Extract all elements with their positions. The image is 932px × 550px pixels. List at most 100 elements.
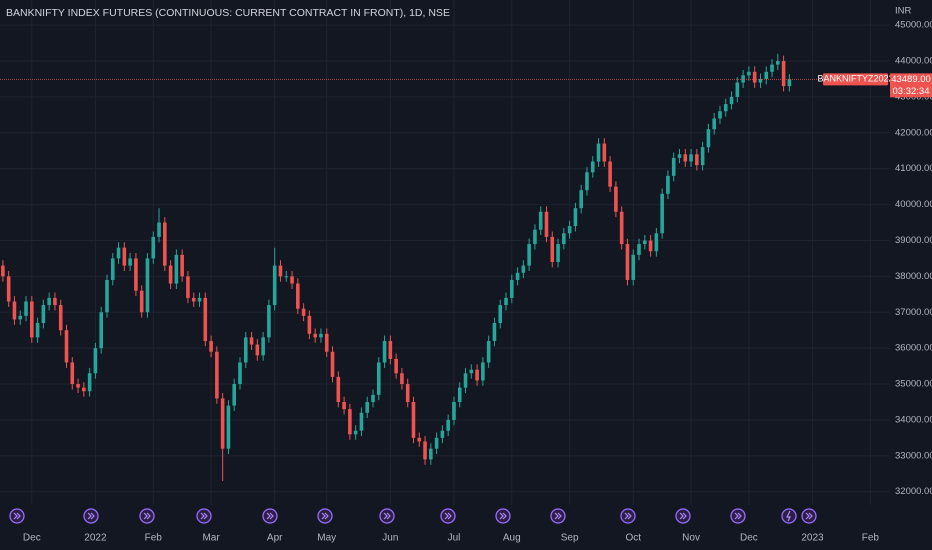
candle-body [463, 373, 468, 388]
candle-body [70, 362, 75, 385]
candle-body [446, 419, 450, 431]
candle-body [145, 258, 150, 313]
candle-body [758, 78, 763, 83]
candle-body [174, 254, 179, 284]
candle-body [249, 337, 254, 345]
x-tick-label: Sep [561, 533, 579, 544]
event-icon[interactable] [139, 508, 155, 524]
event-icon[interactable] [9, 508, 25, 524]
event-icon[interactable] [730, 508, 746, 524]
candle-body [770, 64, 774, 72]
candle-body [99, 312, 104, 349]
candle-body [186, 276, 190, 298]
event-icon[interactable] [196, 508, 212, 524]
candle-body [12, 301, 17, 320]
candle-body [197, 297, 202, 302]
candle-body [388, 340, 393, 359]
candle-body [660, 193, 664, 234]
candle-body [718, 111, 722, 119]
candle-body [307, 315, 312, 334]
candle-body [683, 154, 688, 162]
event-icon[interactable] [620, 508, 636, 524]
event-icon-glyph [786, 510, 791, 522]
candle-body [232, 384, 237, 406]
candle-body [82, 387, 86, 392]
event-icon-glyph [554, 512, 562, 520]
candle-body [457, 387, 462, 402]
candle-body [504, 297, 508, 306]
candle-body [64, 330, 69, 363]
candle-body [637, 244, 641, 255]
candle-body [168, 265, 173, 284]
candle-body [608, 161, 612, 187]
candle-body [752, 71, 757, 83]
candle-body [278, 265, 283, 277]
candle-body [596, 143, 601, 162]
price-tag-value: 43489.00 [891, 74, 931, 85]
candle-body [365, 401, 370, 413]
event-icon[interactable] [440, 508, 456, 524]
candle-body [550, 236, 555, 263]
event-icon[interactable] [675, 508, 691, 524]
candle-body [376, 362, 381, 395]
candle-body [689, 154, 693, 162]
event-icon[interactable] [801, 508, 817, 524]
candle-body [41, 305, 46, 324]
event-icon-glyph [499, 512, 507, 520]
candle-body [18, 315, 23, 320]
candle-body [695, 154, 699, 166]
candle-body [348, 409, 352, 435]
candle-body [729, 96, 734, 105]
candle-body [787, 79, 792, 87]
event-icon[interactable] [781, 508, 797, 524]
event-icon[interactable] [495, 508, 511, 524]
candle-body [400, 373, 404, 385]
event-icon[interactable] [83, 508, 99, 524]
plot-area [1, 53, 792, 481]
x-tick-label: 2023 [801, 533, 824, 544]
candle-body [110, 258, 115, 280]
event-icon-glyph [805, 512, 813, 520]
candle-body [371, 394, 375, 402]
x-tick-label: Oct [625, 533, 641, 544]
event-icon[interactable] [262, 508, 278, 524]
candle-body [342, 401, 346, 410]
x-tick-label: Dec [23, 533, 41, 544]
y-tick-label: 35000.00 [895, 379, 932, 390]
candle-body [776, 61, 780, 65]
y-tick-label: 42000.00 [895, 127, 932, 138]
candle-body [203, 297, 208, 341]
x-tick-label: Aug [503, 533, 521, 544]
event-icon[interactable] [550, 508, 566, 524]
event-icon[interactable] [379, 508, 395, 524]
event-icon-glyph [383, 512, 391, 520]
y-tick-label: 32000.00 [895, 486, 932, 497]
chart-title: BANKNIFTY INDEX FUTURES (CONTINUOUS: CUR… [6, 7, 450, 19]
candle-body [76, 384, 80, 388]
event-icon-glyph [679, 512, 687, 520]
candle-body [191, 297, 196, 302]
candle-body [631, 254, 636, 280]
candle-body [434, 437, 439, 449]
candle-body [677, 154, 682, 158]
event-icon-glyph [13, 512, 21, 520]
candle-body [353, 430, 358, 435]
y-tick-label: 44000.00 [895, 56, 932, 67]
y-tick-label: 36000.00 [895, 343, 932, 354]
candle-body [58, 305, 63, 331]
candle-body [602, 143, 607, 162]
candle-body [556, 244, 560, 263]
candle-body [643, 240, 647, 245]
candle-body [723, 104, 728, 112]
x-tick-label: Jul [448, 533, 461, 544]
y-tick-label: 37000.00 [895, 307, 932, 318]
candle-body [585, 172, 589, 191]
candle-body [579, 190, 583, 209]
event-icon-circle[interactable] [781, 508, 797, 524]
candle-body [521, 265, 526, 273]
event-icon-glyph [444, 512, 452, 520]
candle-body [116, 247, 121, 259]
event-icon[interactable] [317, 508, 333, 524]
x-tick-label: Jun [382, 533, 398, 544]
